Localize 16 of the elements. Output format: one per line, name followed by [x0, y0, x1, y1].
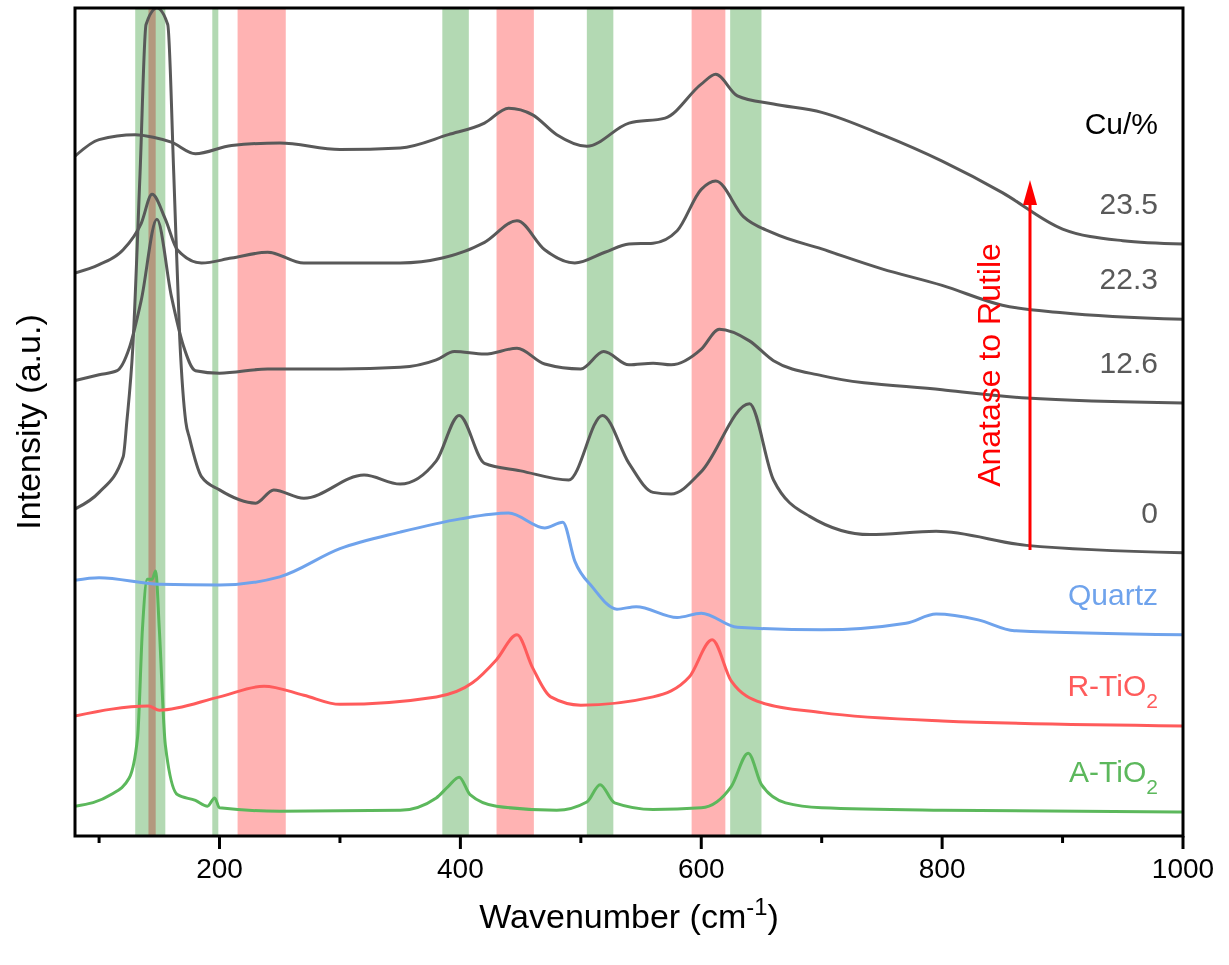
x-tick-label: 400	[437, 853, 484, 884]
x-tick-label: 1000	[1151, 853, 1215, 884]
x-tick-label: 200	[196, 853, 243, 884]
series-label: A-TiO$_{2}$	[1069, 754, 1158, 798]
annotation: Anatase to Rutile	[971, 243, 1007, 487]
x-tick-label: 600	[677, 853, 725, 884]
series-label: 23.5	[1099, 186, 1158, 220]
x-axis-title: Wavenumber (cm$^{-1}$)	[479, 892, 779, 935]
series-label: 22.3	[1099, 262, 1158, 296]
legend-title: Cu/%	[1084, 106, 1158, 140]
series-label: 12.6	[1099, 345, 1158, 379]
series-label: 0	[1141, 495, 1158, 529]
series-label: R-TiO$_{2}$	[1067, 668, 1158, 712]
x-tick-label: 800	[918, 853, 966, 884]
series-label: Quartz	[1067, 577, 1158, 611]
y-axis-title: Intensity (a.u.)	[9, 314, 47, 530]
